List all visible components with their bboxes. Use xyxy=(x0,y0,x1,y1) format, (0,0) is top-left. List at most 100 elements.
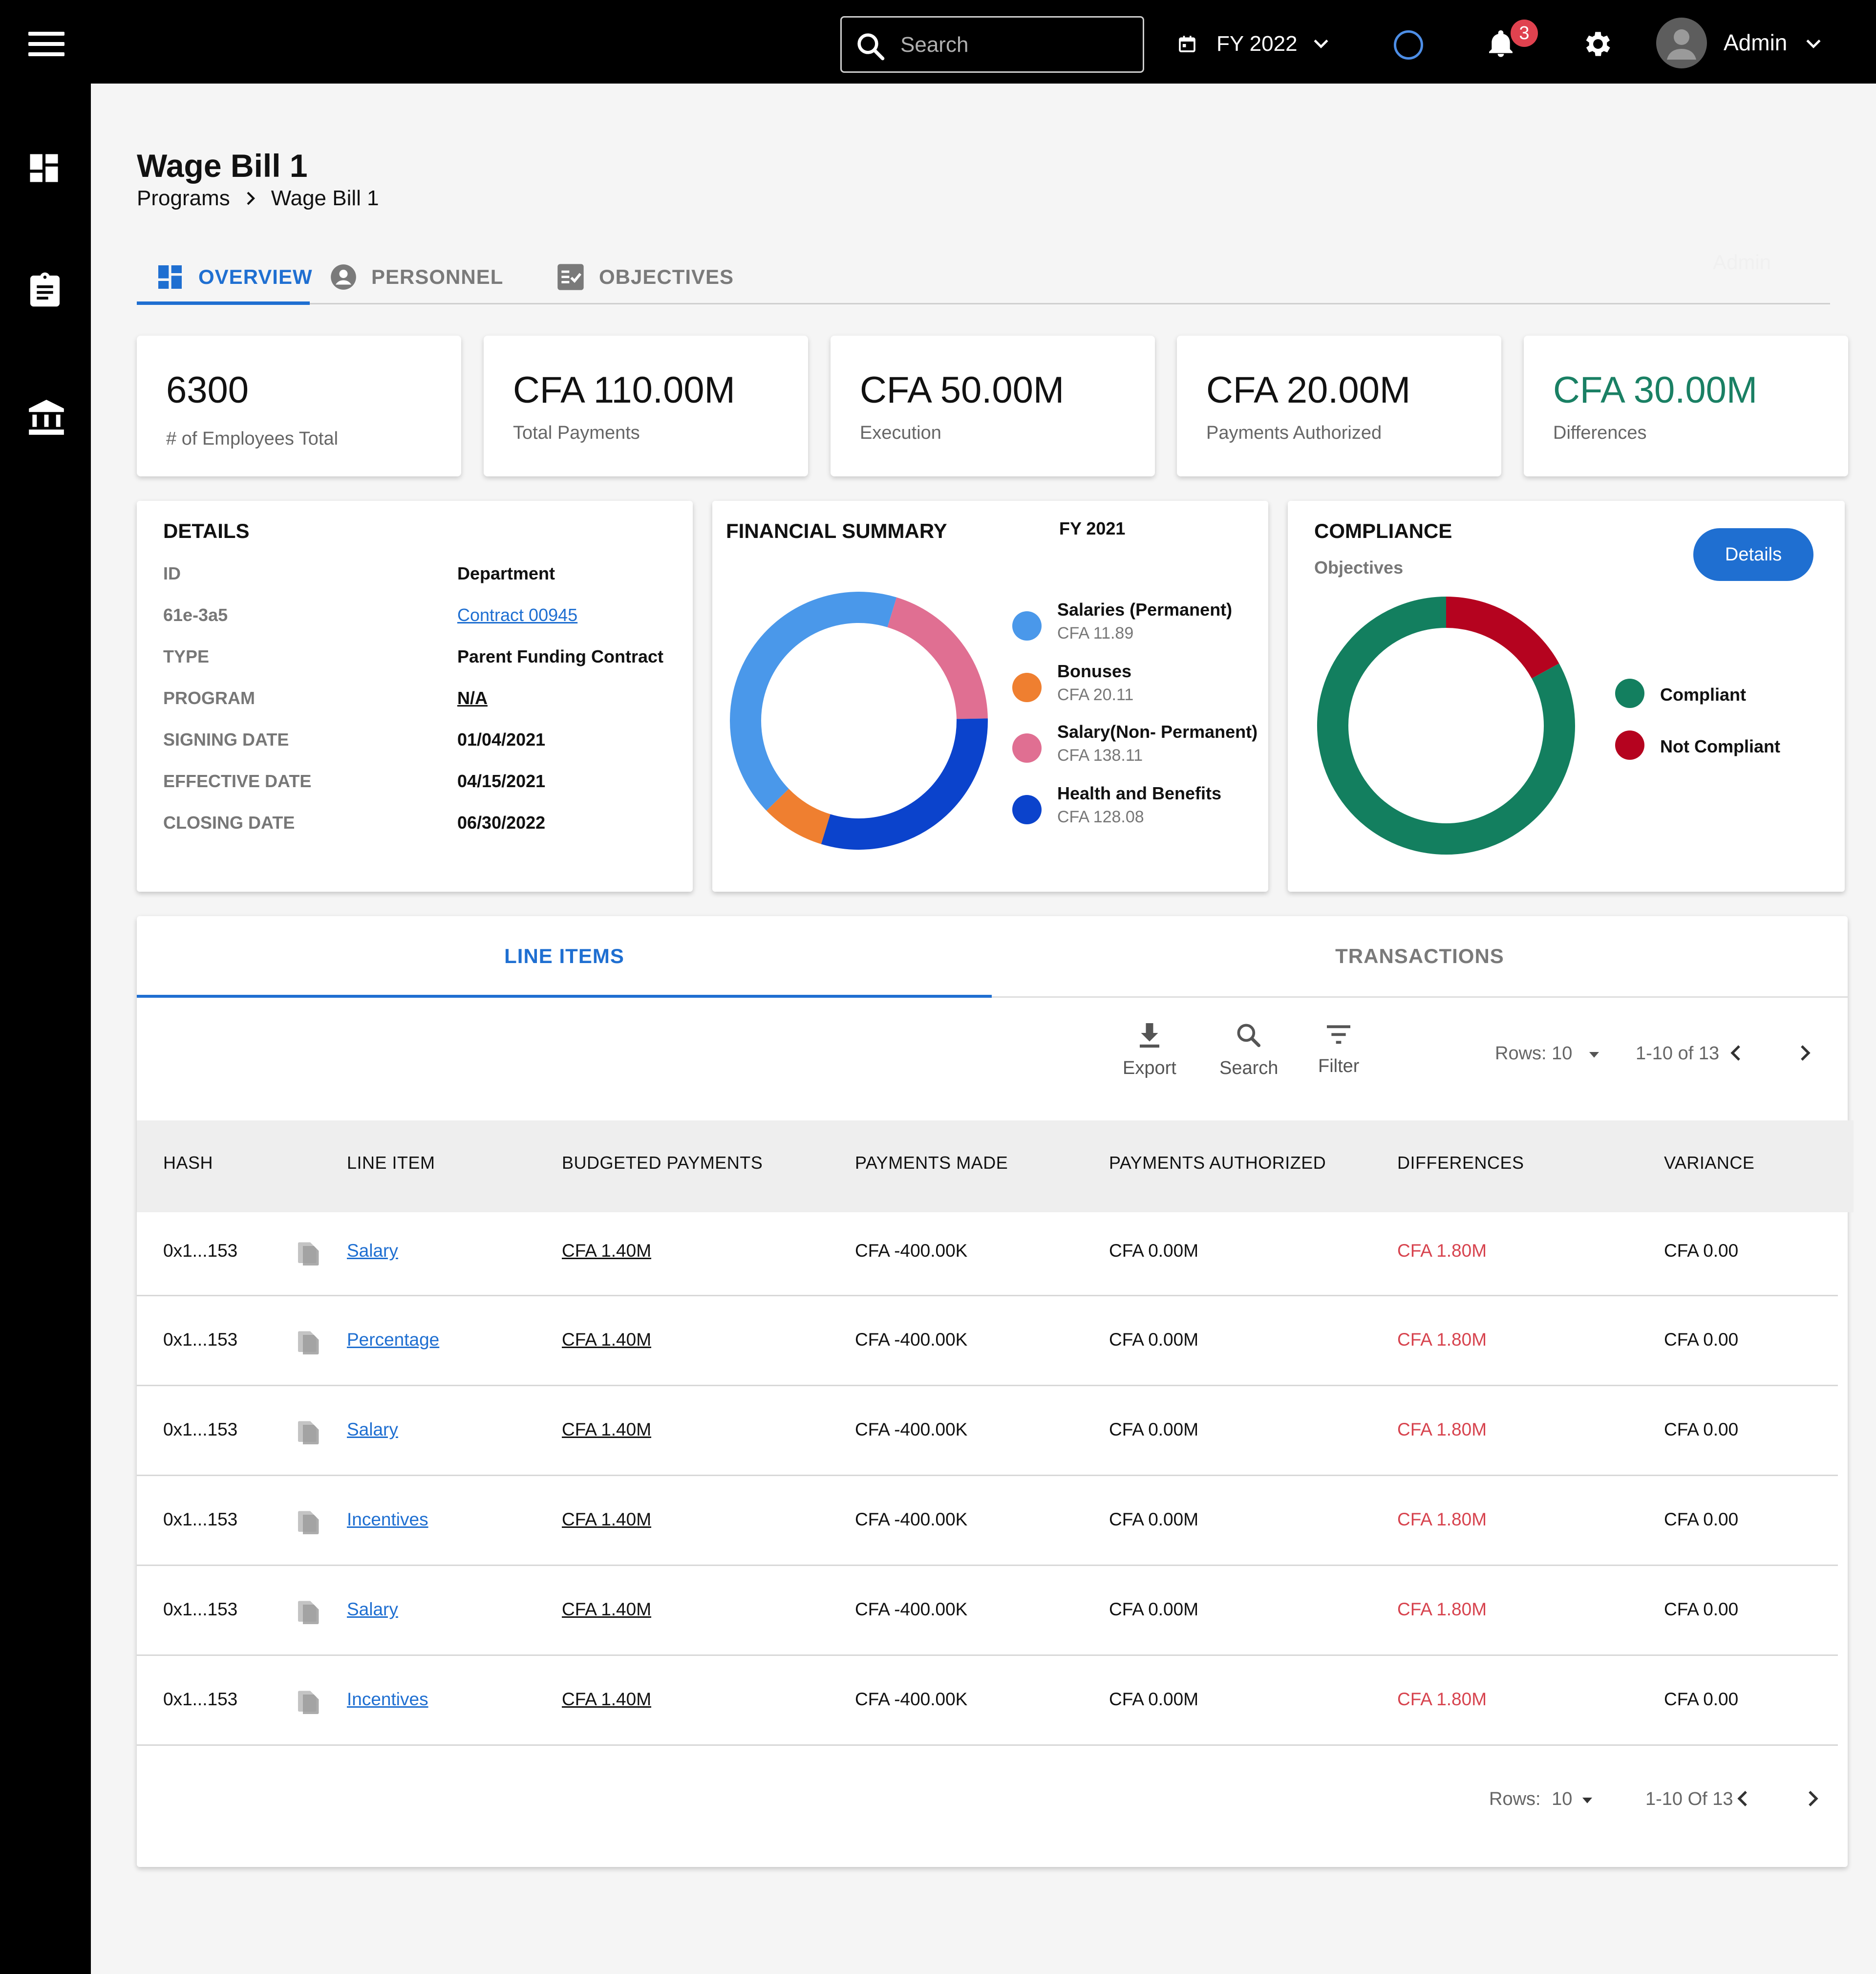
payments-authorized-cell: CFA 0.00M xyxy=(1109,1599,1199,1619)
sidebar xyxy=(0,84,91,1974)
financial-summary-title: FINANCIAL SUMMARY xyxy=(726,519,947,542)
budgeted-payments-link[interactable]: CFA 1.40M xyxy=(562,1330,652,1350)
differences-cell: CFA 1.80M xyxy=(1397,1330,1487,1350)
stat-label: Total Payments xyxy=(513,423,640,443)
line-item-link[interactable]: Salary xyxy=(347,1599,398,1619)
chevron-right-icon[interactable] xyxy=(1793,1041,1816,1065)
contract-link[interactable]: Contract 00945 xyxy=(457,605,578,625)
differences-cell: CFA 1.80M xyxy=(1397,1241,1487,1261)
copy-icon[interactable] xyxy=(293,1416,322,1448)
dashboard-icon[interactable] xyxy=(25,150,63,187)
details-button[interactable]: Details xyxy=(1693,528,1813,581)
tab-objectives[interactable]: OBJECTIVES xyxy=(555,250,734,304)
details-panel: DETAILS ID Department 61e-3a5 Contract 0… xyxy=(137,501,693,892)
line-item-link[interactable]: Salary xyxy=(347,1241,398,1261)
legend-name: Bonuses xyxy=(1057,661,1132,681)
variance-cell: CFA 0.00 xyxy=(1664,1241,1739,1261)
stat-value: CFA 30.00M xyxy=(1553,369,1758,411)
chevron-left-icon[interactable] xyxy=(1731,1787,1755,1810)
copy-icon[interactable] xyxy=(293,1596,322,1628)
chevron-down-icon[interactable] xyxy=(1803,33,1824,55)
chevron-left-icon[interactable] xyxy=(1725,1041,1748,1065)
loading-indicator-icon xyxy=(1394,30,1423,60)
budgeted-payments-link[interactable]: CFA 1.40M xyxy=(562,1241,652,1261)
copy-icon[interactable] xyxy=(293,1238,322,1269)
search-field[interactable] xyxy=(840,16,1144,73)
payments-made-cell: CFA -400.00K xyxy=(855,1599,968,1619)
hash-cell: 0x1...153 xyxy=(163,1241,238,1261)
line-item-link[interactable]: Percentage xyxy=(347,1330,440,1350)
clipboard-icon[interactable] xyxy=(25,269,64,311)
breadcrumb-programs[interactable]: Programs xyxy=(137,186,230,210)
tab-personnel[interactable]: PERSONNEL xyxy=(328,250,503,304)
fiscal-year-select[interactable]: FY 2022 xyxy=(1177,24,1332,64)
line-item-link[interactable]: Salary xyxy=(347,1419,398,1439)
chevron-right-icon[interactable] xyxy=(1801,1787,1824,1810)
budgeted-payments-link[interactable]: CFA 1.40M xyxy=(562,1419,652,1439)
ghost-admin-text: Admin xyxy=(1713,251,1771,274)
rows-per-page-select[interactable]: Rows: 10 xyxy=(1495,1043,1604,1064)
tab-objectives-label: OBJECTIVES xyxy=(599,265,734,288)
financial-summary-panel: FINANCIAL SUMMARY FY 2021 Salaries (Perm… xyxy=(712,501,1268,892)
legend-name: Not Compliant xyxy=(1660,736,1780,756)
filter-label: Filter xyxy=(1318,1056,1360,1076)
tab-overview[interactable]: OVERVIEW xyxy=(154,250,313,304)
donut-segment-salary-non-permanent- xyxy=(887,597,988,720)
menu-icon[interactable] xyxy=(28,32,64,56)
tab-line-items[interactable]: LINE ITEMS xyxy=(504,944,624,967)
caret-down-icon xyxy=(1582,1797,1592,1803)
differences-cell: CFA 1.80M xyxy=(1397,1419,1487,1439)
budgeted-payments-link[interactable]: CFA 1.40M xyxy=(562,1689,652,1709)
stat-card-employees: 6300 # of Employees Total xyxy=(137,336,461,476)
search-button[interactable]: Search xyxy=(1219,1019,1278,1079)
top-app-bar: FY 2022 3 Admin xyxy=(0,0,1876,84)
export-button[interactable]: Export xyxy=(1123,1019,1176,1079)
column-header[interactable]: BUDGETED PAYMENTS xyxy=(562,1153,763,1173)
detail-label: PROGRAM xyxy=(163,688,255,708)
budgeted-payments-link[interactable]: CFA 1.40M xyxy=(562,1509,652,1529)
payments-made-cell: CFA -400.00K xyxy=(855,1419,968,1439)
filter-button[interactable]: Filter xyxy=(1318,1019,1359,1077)
search-input[interactable] xyxy=(900,27,1125,63)
table-row: 0x1...153 Percentage CFA 1.40M CFA -400.00K… xyxy=(137,1296,1838,1386)
line-item-link[interactable]: Incentives xyxy=(347,1509,428,1529)
hash-cell: 0x1...153 xyxy=(163,1419,238,1439)
variance-cell: CFA 0.00 xyxy=(1664,1419,1739,1439)
table-row: 0x1...153 Salary CFA 1.40M CFA -400.00K CFA … xyxy=(137,1386,1838,1476)
detail-label: SIGNING DATE xyxy=(163,730,289,750)
avatar[interactable] xyxy=(1656,18,1707,68)
stat-card-execution: CFA 50.00M Execution xyxy=(831,336,1155,476)
detail-value: 01/04/2021 xyxy=(457,730,546,750)
bank-icon[interactable] xyxy=(25,396,67,438)
copy-icon[interactable] xyxy=(293,1686,322,1717)
tab-transactions[interactable]: TRANSACTIONS xyxy=(1335,944,1504,967)
stat-label: Payments Authorized xyxy=(1206,423,1382,443)
column-header[interactable]: DIFFERENCES xyxy=(1397,1153,1524,1173)
financial-summary-period: FY 2021 xyxy=(1059,518,1126,538)
payments-authorized-cell: CFA 0.00M xyxy=(1109,1689,1199,1709)
copy-icon[interactable] xyxy=(293,1327,322,1358)
donut-segment-bonuses xyxy=(766,788,831,844)
hash-cell: 0x1...153 xyxy=(163,1599,238,1619)
footer-rows-label: Rows: xyxy=(1489,1789,1541,1809)
notification-bell-icon[interactable] xyxy=(1485,27,1516,61)
column-header[interactable]: PAYMENTS AUTHORIZED xyxy=(1109,1153,1326,1173)
column-header[interactable]: PAYMENTS MADE xyxy=(855,1153,1008,1173)
legend-amount: CFA 20.11 xyxy=(1057,686,1134,704)
stat-label: # of Employees Total xyxy=(166,429,339,449)
detail-value: Department xyxy=(457,563,555,583)
copy-icon[interactable] xyxy=(293,1506,322,1538)
page-tabs: OVERVIEW PERSONNEL OBJECTIVES xyxy=(137,250,1830,305)
budgeted-payments-link[interactable]: CFA 1.40M xyxy=(562,1599,652,1619)
program-link[interactable]: N/A xyxy=(457,688,488,708)
legend-name: Salaries (Permanent) xyxy=(1057,600,1233,620)
line-item-link[interactable]: Incentives xyxy=(347,1689,428,1709)
settings-gear-icon[interactable] xyxy=(1581,27,1615,61)
column-header[interactable]: HASH xyxy=(163,1153,213,1173)
column-header[interactable]: VARIANCE xyxy=(1664,1153,1755,1173)
checklist-icon xyxy=(557,264,584,290)
footer-rows-select[interactable]: Rows: 10 xyxy=(1489,1789,1597,1810)
table-row: 0x1...153 Incentives CFA 1.40M CFA -400.00K… xyxy=(137,1656,1838,1746)
column-header[interactable]: LINE ITEM xyxy=(347,1153,435,1173)
user-name[interactable]: Admin xyxy=(1724,30,1788,55)
